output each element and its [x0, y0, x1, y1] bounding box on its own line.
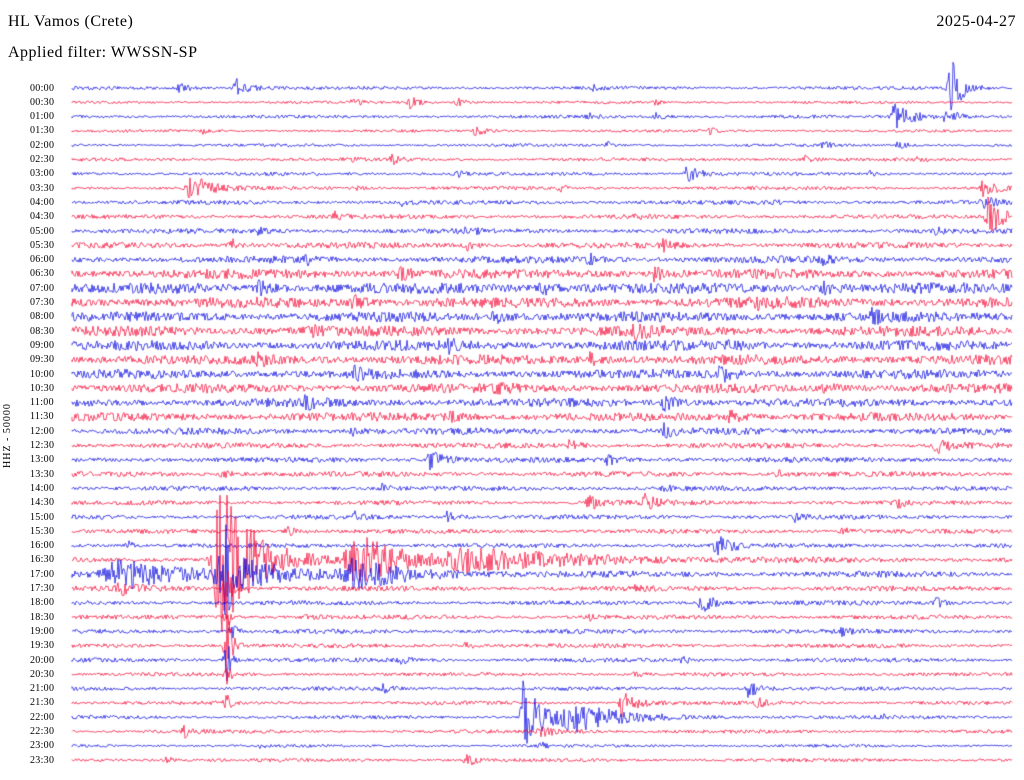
time-label: 09:30 — [30, 354, 55, 366]
time-label: 17:00 — [30, 568, 55, 580]
time-label: 20:30 — [30, 668, 55, 680]
time-label: 22:30 — [30, 726, 55, 737]
time-label: 12:00 — [30, 425, 55, 437]
time-label: 19:30 — [30, 640, 55, 652]
time-label: 08:00 — [30, 311, 55, 323]
date-label: 2025-04-27 — [936, 13, 1016, 30]
time-label: 10:00 — [30, 368, 55, 380]
time-label: 21:30 — [30, 697, 55, 709]
time-label: 07:30 — [30, 297, 55, 308]
time-label: 05:30 — [30, 239, 55, 251]
station-title: HL Vamos (Crete) — [8, 13, 134, 30]
time-label: 14:00 — [30, 482, 55, 494]
time-label: 11:30 — [30, 411, 54, 423]
time-label: 16:00 — [30, 540, 55, 552]
time-label: 22:00 — [30, 711, 55, 723]
time-label: 04:30 — [30, 211, 55, 223]
time-label: 04:00 — [30, 196, 55, 208]
time-label: 09:00 — [30, 339, 55, 351]
filter-label: Applied filter: WWSSN-SP — [8, 44, 198, 61]
time-label: 02:00 — [30, 139, 55, 151]
time-label: 18:00 — [30, 597, 55, 609]
time-label: 15:30 — [30, 525, 55, 537]
time-label: 06:00 — [30, 254, 55, 266]
time-label: 03:00 — [30, 168, 55, 180]
time-label: 15:00 — [30, 511, 55, 523]
channel-scale-label: HHZ - 50000 — [2, 403, 13, 468]
time-label: 23:00 — [30, 740, 55, 752]
time-label: 06:30 — [30, 268, 55, 280]
time-label: 23:30 — [30, 754, 55, 766]
time-label: 05:00 — [30, 225, 55, 237]
time-label: 12:30 — [30, 440, 55, 451]
time-label: 13:30 — [30, 468, 55, 480]
time-label: 01:00 — [30, 111, 55, 123]
time-label: 14:30 — [30, 497, 55, 509]
time-label: 07:00 — [30, 282, 55, 294]
time-label: 13:00 — [30, 454, 55, 466]
time-label: 00:00 — [30, 82, 55, 94]
time-label: 20:00 — [30, 654, 55, 666]
time-label: 08:30 — [30, 325, 55, 337]
time-label: 21:00 — [30, 683, 55, 695]
time-label: 03:30 — [30, 182, 55, 194]
time-label: 10:30 — [30, 382, 55, 394]
time-label: 19:00 — [30, 625, 55, 637]
time-label: 17:30 — [30, 583, 55, 594]
time-label: 02:30 — [30, 154, 55, 165]
time-label: 01:30 — [30, 125, 55, 137]
time-label: 16:30 — [30, 554, 55, 566]
time-label: 00:30 — [30, 96, 55, 108]
time-label: 11:00 — [30, 397, 54, 409]
time-label: 18:30 — [30, 611, 55, 623]
